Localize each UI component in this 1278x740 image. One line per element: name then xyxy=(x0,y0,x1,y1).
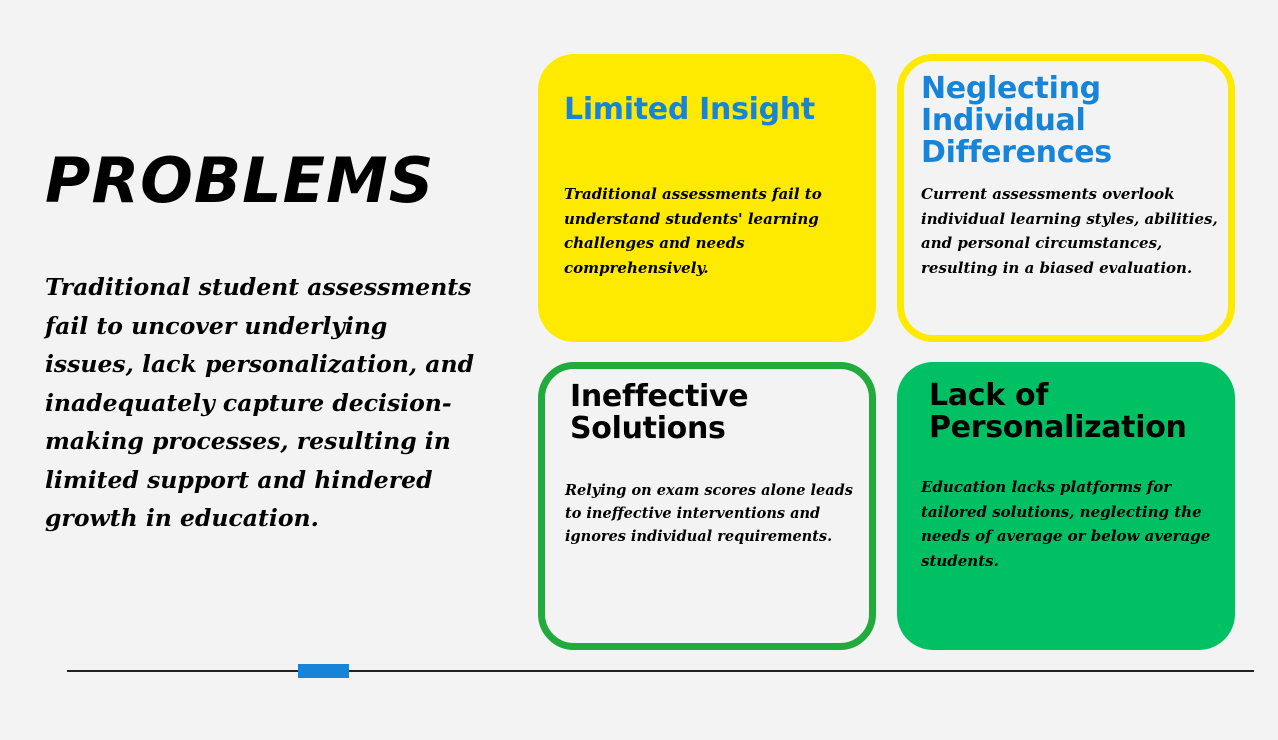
divider-line xyxy=(67,670,1254,672)
card-limited-insight: Limited Insight Traditional assessments … xyxy=(538,54,876,342)
card-title: Neglecting Individual Differences xyxy=(921,71,1112,170)
card-text: Current assessments overlook individual … xyxy=(921,185,1218,277)
card-title: Ineffective Solutions xyxy=(570,379,749,446)
card-text: Relying on exam scores alone leads to in… xyxy=(565,482,853,545)
card-text: Education lacks platforms for tailored s… xyxy=(921,478,1211,570)
page-title: PROBLEMS xyxy=(45,144,435,217)
card-ineffective-solutions: Ineffective Solutions Relying on exam sc… xyxy=(538,362,876,650)
card-title: Lack of Personalization xyxy=(929,378,1187,445)
card-neglecting-differences: Neglecting Individual Differences Curren… xyxy=(897,54,1235,342)
card-title: Limited Insight xyxy=(564,92,815,127)
card-text: Traditional assessments fail to understa… xyxy=(564,185,822,277)
summary-text: Traditional student assessments fail to … xyxy=(45,273,475,532)
card-lack-of-personalization: Lack of Personalization Education lacks … xyxy=(897,362,1235,650)
progress-marker xyxy=(298,664,349,678)
